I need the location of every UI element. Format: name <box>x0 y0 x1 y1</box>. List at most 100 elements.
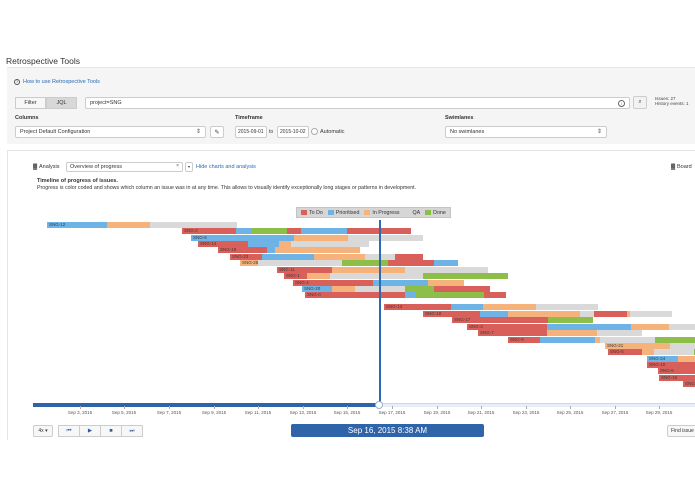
issue-bar[interactable]: SNG-2 <box>182 228 411 234</box>
help-link-text[interactable]: How to use Retrospective Tools <box>23 79 100 85</box>
pencil-icon: ✎ <box>214 129 220 136</box>
issue-bar[interactable]: SNG-18 <box>218 247 360 253</box>
skip-end-button[interactable]: ⏭ <box>121 425 143 437</box>
bar-segment-qa <box>405 267 488 273</box>
tick-mark <box>169 406 170 409</box>
bar-segment-prog <box>332 286 355 292</box>
bar-segment-prog <box>547 330 597 336</box>
tick-mark <box>570 406 571 409</box>
legend-swatch <box>327 210 334 215</box>
bar-segment-prio <box>434 260 458 266</box>
swimlanes-selected-value: No swimlanes <box>450 129 485 135</box>
chart-icon: ▓ <box>33 164 38 170</box>
issue-key-label: SNG-7 <box>480 329 494 335</box>
find-issue-button[interactable]: Find issue <box>667 425 695 437</box>
tick-label: Sep 13, 2015 <box>289 410 317 415</box>
timeframe-to-input[interactable]: 2015-10-02 <box>277 126 309 138</box>
issue-bar[interactable]: SNG-8 <box>508 337 695 343</box>
issue-bar[interactable]: SNG-24 <box>647 356 695 362</box>
tick-mark <box>80 406 81 409</box>
bar-segment-prog <box>279 241 291 247</box>
bar-segment-done <box>655 337 695 343</box>
bar-segment-todo <box>478 330 547 336</box>
tick-label: Sep 19, 2015 <box>423 410 451 415</box>
bar-segment-qa <box>600 337 655 343</box>
timeline-handle[interactable] <box>375 401 383 409</box>
bar-segment-prio <box>248 241 279 247</box>
playback-speed-button[interactable]: 4x ▾ <box>33 425 53 437</box>
analysis-select[interactable]: Overview of progress × <box>66 162 183 172</box>
legend-item: In Progress <box>364 210 400 216</box>
legend-swatch <box>364 210 371 215</box>
bar-segment-qa <box>630 311 672 317</box>
skip-start-button[interactable]: ⏮ <box>58 425 80 437</box>
bar-segment-done <box>405 286 434 292</box>
issue-bar[interactable]: SNG-15 <box>659 375 695 381</box>
tick-mark <box>437 406 438 409</box>
issue-bar[interactable]: SNG-19 <box>423 311 672 317</box>
columns-select[interactable]: Project Default Configuration ⇕ <box>15 126 206 138</box>
jql-input[interactable]: project=SNG i <box>85 97 630 109</box>
tick-mark <box>214 406 215 409</box>
issue-bar[interactable]: SNG-21 <box>605 343 695 349</box>
play-button[interactable]: ▶ <box>79 425 101 437</box>
analysis-selected-value: Overview of progress <box>70 164 122 170</box>
issue-bar[interactable]: SNG-0 <box>305 292 506 298</box>
issue-bar[interactable]: SNG-6 <box>191 235 423 241</box>
issue-key-label: SNG-21 <box>607 342 624 348</box>
board-link-text: Board <box>677 164 692 170</box>
tab-jql[interactable]: JQL <box>46 97 77 109</box>
tick-label: Sep 9, 2015 <box>201 410 227 415</box>
issue-bar[interactable]: SNG-12 <box>47 222 237 228</box>
timeline-progress <box>33 403 379 407</box>
bar-segment-prio <box>373 280 428 286</box>
bar-segment-prog <box>314 254 365 260</box>
swimlanes-select[interactable]: No swimlanes ⇕ <box>445 126 607 138</box>
stop-button[interactable]: ■ <box>100 425 122 437</box>
issue-bar[interactable]: SNG-3 <box>467 324 695 330</box>
tick-mark <box>481 406 482 409</box>
issue-bar[interactable]: SNG-10 <box>647 362 695 368</box>
issue-bar[interactable]: SNG-1 <box>284 273 508 279</box>
board-link[interactable]: ▓ Board <box>671 164 692 170</box>
chart-legend: To Do Prioritised In Progress QA Done <box>296 207 451 218</box>
bar-segment-todo <box>659 375 695 381</box>
issue-bar[interactable]: SNG-11 <box>277 267 488 273</box>
bar-segment-prio <box>47 222 107 228</box>
help-link[interactable]: ? How to use Retrospective Tools <box>14 79 100 85</box>
issue-bar[interactable]: SNG- <box>683 381 695 387</box>
bar-segment-todo <box>277 267 332 273</box>
legend-swatch <box>425 210 432 215</box>
info-icon[interactable]: i <box>618 100 625 107</box>
clear-icon[interactable]: × <box>176 163 179 169</box>
issue-key-label: SNG-2 <box>184 227 198 233</box>
bar-segment-todo <box>287 228 301 234</box>
issue-bar[interactable]: SNG-4 <box>293 280 464 286</box>
issue-bar[interactable]: SNG-13 <box>384 304 598 310</box>
issue-bar[interactable]: SNG-7 <box>478 330 642 336</box>
legend-item: Done <box>425 210 446 216</box>
issue-bar[interactable]: SNG-25 <box>240 260 458 266</box>
search-button[interactable]: ⌕ <box>633 96 647 109</box>
bar-segment-prog <box>642 349 654 355</box>
edit-columns-button[interactable]: ✎ <box>210 126 224 138</box>
bar-segment-todo <box>594 311 627 317</box>
current-time-display: Sep 16, 2015 8:38 AM <box>291 424 484 437</box>
automatic-label: Automatic <box>320 129 345 135</box>
tick-mark <box>124 406 125 409</box>
tab-filter[interactable]: Filter <box>15 97 46 109</box>
bar-segment-todo <box>647 362 695 368</box>
issue-bar[interactable]: SNG-5 <box>608 349 695 355</box>
skip-start-icon: ⏮ <box>66 427 72 434</box>
bar-segment-prio <box>302 286 332 292</box>
timeframe-from-input[interactable]: 2015-09-01 <box>235 126 267 138</box>
issue-bar[interactable]: SNG-17 <box>452 317 593 323</box>
bar-segment-qa <box>258 260 342 266</box>
analysis-dropdown-button[interactable]: ▾ <box>185 162 193 172</box>
hide-charts-link[interactable]: Hide charts and analysis <box>196 164 256 170</box>
automatic-radio[interactable] <box>311 128 318 135</box>
issue-bar[interactable]: SNG-6 <box>658 368 695 374</box>
bar-segment-qa <box>291 241 369 247</box>
issue-bar[interactable]: SNG-14 <box>198 241 369 247</box>
